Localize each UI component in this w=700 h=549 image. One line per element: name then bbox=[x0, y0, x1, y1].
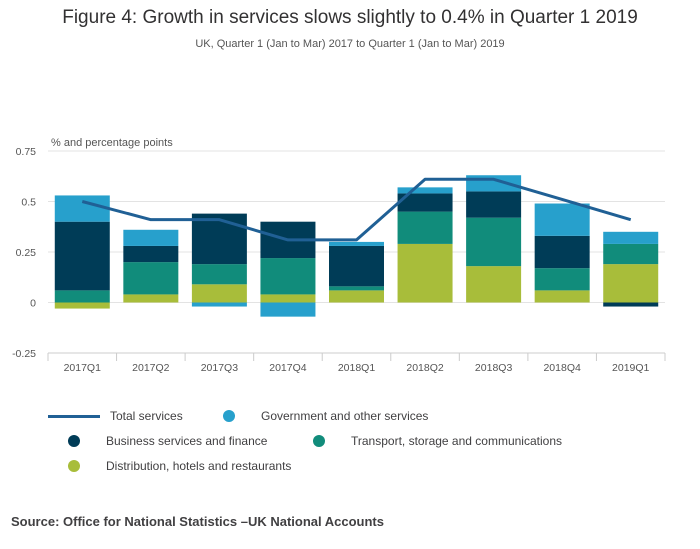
x-tick-label: 2019Q1 bbox=[612, 362, 650, 374]
x-tick-label: 2018Q4 bbox=[543, 362, 581, 374]
bar-segment bbox=[397, 193, 453, 212]
y-tick-label: 0.5 bbox=[21, 197, 36, 209]
bar-segment bbox=[397, 187, 453, 194]
bar-segment bbox=[329, 245, 384, 287]
bar-segment bbox=[123, 262, 179, 295]
y-tick-label: 0.25 bbox=[16, 247, 37, 259]
chart-subtitle: UK, Quarter 1 (Jan to Mar) 2017 to Quart… bbox=[195, 38, 505, 50]
bar-segment bbox=[191, 284, 247, 303]
bar-segment bbox=[603, 302, 659, 307]
bar-segment bbox=[54, 290, 110, 303]
x-tick-label: 2018Q1 bbox=[338, 362, 376, 374]
bar-segment bbox=[54, 221, 110, 291]
bar-segment bbox=[54, 302, 110, 309]
bar-segment bbox=[260, 302, 316, 317]
y-axis-label: % and percentage points bbox=[51, 137, 173, 149]
bar-segment bbox=[397, 243, 453, 303]
bar-segment bbox=[191, 213, 247, 265]
bar-segment bbox=[466, 266, 522, 303]
bar-segment bbox=[329, 286, 384, 291]
y-tick-label: 0 bbox=[30, 298, 36, 310]
chart-title: Figure 4: Growth in services slows sligh… bbox=[62, 7, 638, 28]
bar-segment bbox=[260, 294, 316, 303]
y-tick-label: 0.75 bbox=[16, 146, 37, 158]
bar-segment bbox=[329, 241, 384, 246]
x-tick-label: 2017Q3 bbox=[201, 362, 239, 374]
bar-segment bbox=[260, 258, 316, 295]
x-tick-label: 2017Q1 bbox=[64, 362, 102, 374]
bar-segment bbox=[603, 264, 659, 303]
bar-segment bbox=[603, 243, 659, 265]
bar-segment bbox=[54, 195, 110, 222]
bar-segment bbox=[329, 290, 384, 303]
total-services-line bbox=[81, 177, 632, 242]
bar-segment bbox=[123, 294, 179, 303]
bar-segment bbox=[191, 302, 247, 307]
bar-segment bbox=[191, 264, 247, 285]
bar-segment bbox=[123, 229, 179, 246]
x-tick-label: 2017Q2 bbox=[132, 362, 170, 374]
bar-segment bbox=[466, 191, 522, 218]
bar-segment bbox=[534, 268, 590, 291]
x-tick-label: 2018Q2 bbox=[406, 362, 444, 374]
bar-segment bbox=[603, 231, 659, 244]
x-tick-label: 2017Q4 bbox=[269, 362, 307, 374]
bar-segment bbox=[466, 217, 522, 267]
bar-segment bbox=[466, 175, 522, 192]
bar-segment bbox=[397, 211, 453, 244]
bar-segment bbox=[534, 235, 590, 269]
x-tick-label: 2018Q3 bbox=[475, 362, 513, 374]
y-tick-label: -0.25 bbox=[12, 348, 36, 360]
bar-segment bbox=[534, 290, 590, 303]
bar-segment bbox=[534, 203, 590, 236]
source-note: Source: Office for National Statistics –… bbox=[11, 514, 384, 529]
bar-segment bbox=[123, 245, 179, 263]
